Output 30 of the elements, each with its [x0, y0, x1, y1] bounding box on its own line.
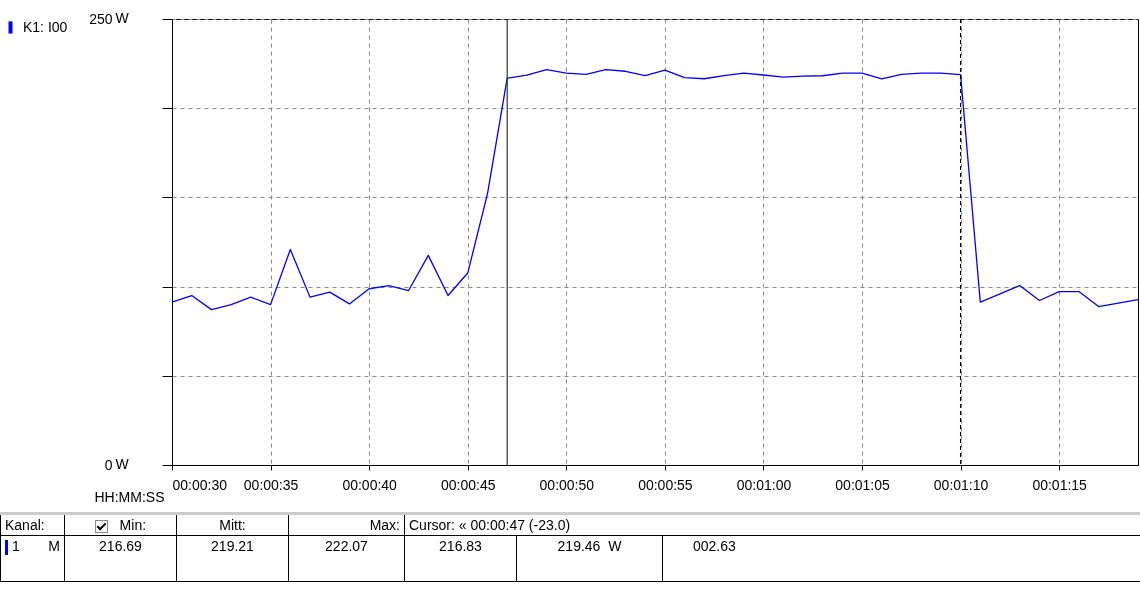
text: 216.69 — [64, 535, 177, 582]
x-tick-label: 00:00:50 — [539, 476, 595, 493]
text: M — [48, 538, 60, 554]
text: 219.46 W — [516, 535, 663, 582]
text: 216.83 — [404, 535, 517, 582]
text: W — [115, 10, 129, 26]
text: Cursor: « 00:00:47 (-23.0) — [404, 513, 1140, 536]
text: Kanal: — [0, 513, 65, 536]
x-tick-label: 00:00:35 — [243, 476, 299, 493]
legend-label: K1: I00 — [23, 18, 68, 35]
y-axis-title: W — [115, 456, 130, 472]
text: 002.63 — [662, 535, 1140, 582]
text: Max: — [288, 513, 405, 536]
y-tick-label: 250 — [89, 10, 113, 27]
text: Mitt: — [176, 513, 289, 536]
line-series — [171, 69, 1139, 311]
text: Min: — [64, 513, 177, 536]
x-tick-label: 00:01:10 — [933, 476, 989, 493]
text: 219.21 — [176, 535, 289, 582]
x-tick-label: 00:01:05 — [835, 476, 891, 493]
y-tick-label: 0 — [104, 456, 113, 473]
text: 1 — [12, 538, 20, 554]
x-tick-label: 00:00:45 — [440, 476, 496, 493]
x-tick-label: 00:01:00 — [736, 476, 792, 493]
x-tick-label: 00:00:40 — [342, 476, 398, 493]
x-tick-label: 00:01:15 — [1032, 476, 1088, 493]
x-tick-label: 00:00:30 — [172, 476, 228, 493]
text: 222.07 — [288, 535, 405, 582]
x-axis-title: HH:MM:SS — [94, 488, 165, 505]
x-tick-label: 00:00:55 — [638, 476, 693, 493]
